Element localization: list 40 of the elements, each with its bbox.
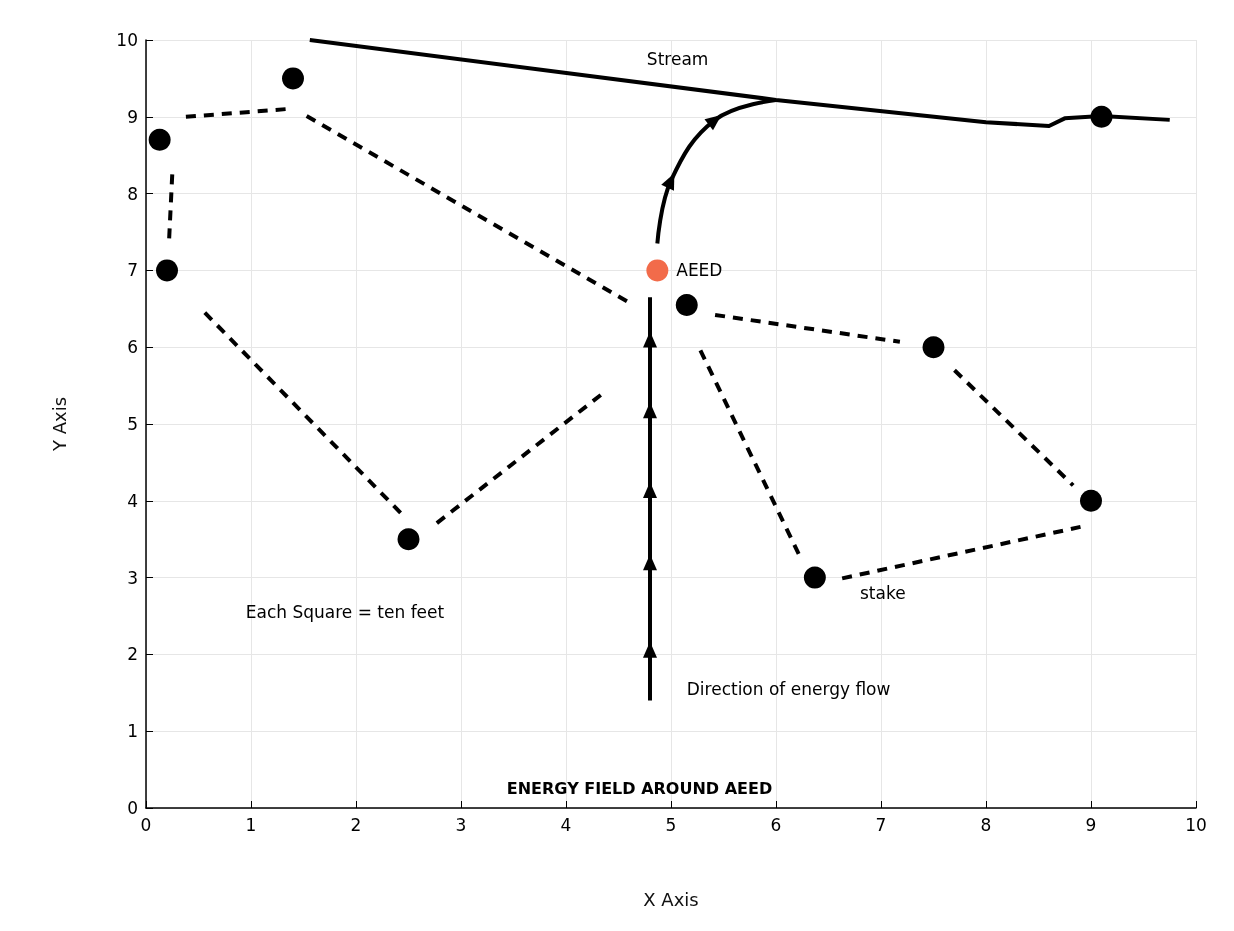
point xyxy=(156,259,178,282)
annotation: AEED xyxy=(676,260,723,281)
x-tick-label: 1 xyxy=(245,814,257,835)
x-tick-label: 7 xyxy=(875,814,887,835)
point xyxy=(148,128,171,151)
y-tick-label: 0 xyxy=(127,798,138,818)
annotation: stake xyxy=(860,582,906,603)
y-tick-label: 9 xyxy=(127,106,138,127)
x-tick-label: 10 xyxy=(1185,814,1207,835)
point xyxy=(282,67,304,90)
x-tick-label: 0 xyxy=(140,814,152,835)
annotation: Each Square = ten feet xyxy=(245,602,445,623)
y-tick-label: 4 xyxy=(127,490,138,511)
point xyxy=(646,259,669,282)
annotation: Direction of energy flow xyxy=(686,678,891,699)
y-tick-label: 5 xyxy=(127,414,138,434)
x-tick-label: 6 xyxy=(770,814,782,835)
x-axis-title: X Axis xyxy=(643,888,699,910)
y-tick-label: 8 xyxy=(127,183,138,204)
y-tick-label: 7 xyxy=(127,260,138,281)
point xyxy=(1090,105,1113,128)
point xyxy=(397,528,420,551)
x-tick-label: 5 xyxy=(665,814,677,835)
x-tick-label: 4 xyxy=(560,814,572,835)
point xyxy=(922,336,945,359)
text: ENERGY FIELD AROUND AEED xyxy=(506,778,773,798)
x-tick-label: 2 xyxy=(350,814,362,835)
x-tick-label: 3 xyxy=(455,814,467,835)
annotation: Stream xyxy=(646,49,709,70)
y-axis-title: Y Axis xyxy=(48,396,70,453)
y-tick-label: 6 xyxy=(127,337,138,358)
y-tick-label: 3 xyxy=(127,567,138,588)
y-tick-label: 1 xyxy=(127,721,138,742)
point xyxy=(803,566,826,589)
point xyxy=(1080,489,1102,512)
point xyxy=(675,293,698,316)
y-tick-label: 10 xyxy=(116,30,138,50)
x-tick-label: 8 xyxy=(980,814,992,835)
x-tick-label: 9 xyxy=(1085,814,1097,835)
y-tick-label: 2 xyxy=(127,644,138,665)
